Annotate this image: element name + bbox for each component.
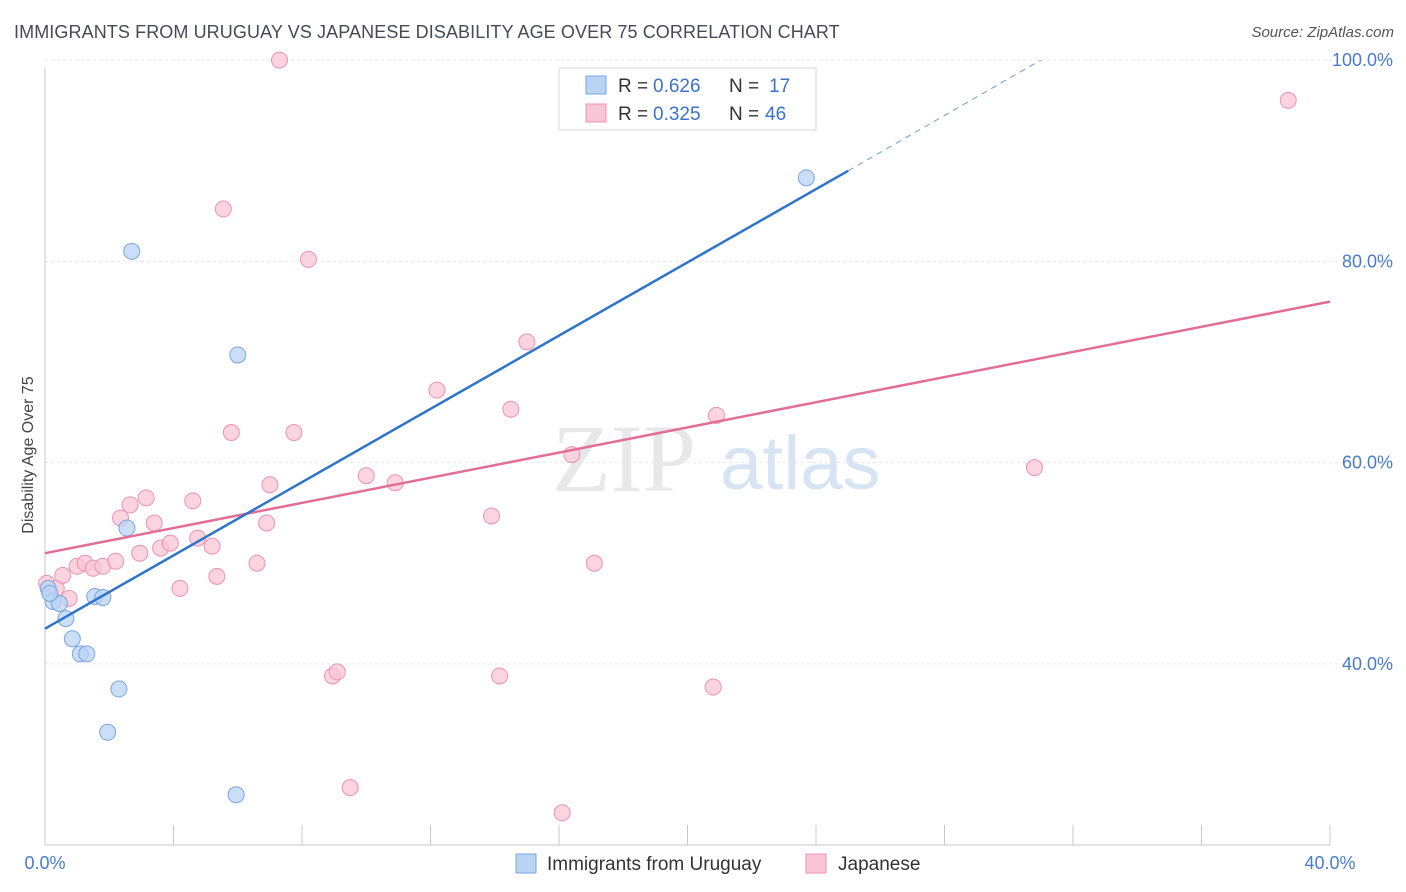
- uruguay-points: [39, 169, 815, 804]
- japanese-point-2: [54, 566, 72, 584]
- japanese-point-30: [328, 663, 346, 681]
- uruguay-point-16: [41, 584, 59, 602]
- y-tick-label-80: 80.0%: [1342, 251, 1393, 271]
- japanese-point-20: [208, 567, 226, 585]
- legend-n-value-2: 46: [765, 104, 786, 125]
- japanese-point-37: [502, 400, 520, 418]
- japanese-point-13: [145, 514, 163, 532]
- japanese-point-35: [483, 507, 501, 525]
- japanese-point-19: [203, 537, 221, 555]
- japanese-point-27: [285, 423, 303, 441]
- japanese-point-38: [518, 333, 536, 351]
- chart-title: IMMIGRANTS FROM URUGUAY VS JAPANESE DISA…: [14, 22, 840, 42]
- legend-r-value-2: 0.325: [653, 104, 701, 125]
- uruguay-trend-extension: [847, 59, 1042, 172]
- uruguay-point-15: [797, 169, 815, 187]
- uruguay-point-9: [99, 723, 117, 741]
- source-label: Source: ZipAtlas.com: [1251, 24, 1394, 41]
- series-legend: Immigrants from Uruguay Japanese: [515, 853, 920, 875]
- japanese-point-12: [137, 489, 155, 507]
- legend-n-value-1: 17: [769, 76, 790, 97]
- uruguay-point-14: [227, 786, 245, 804]
- y-tick-label-100: 100.0%: [1332, 50, 1393, 70]
- legend-r-value-1: 0.626: [653, 76, 701, 97]
- japanese-point-28: [299, 250, 317, 268]
- uruguay-point-4: [63, 630, 81, 648]
- japanese-point-10: [121, 496, 139, 514]
- japanese-point-26: [271, 51, 289, 69]
- japanese-trend-line: [44, 300, 1331, 555]
- legend-r-label-1: R =: [618, 76, 648, 97]
- trend-lines: [44, 59, 1331, 630]
- stats-legend: R = 0.626 N = 17 R = 0.325 N = 46: [558, 67, 817, 131]
- bottom-legend-label-japanese: Japanese: [838, 854, 920, 875]
- japanese-point-8: [107, 552, 125, 570]
- uruguay-point-11: [118, 519, 136, 537]
- bottom-legend-swatch-japanese: [805, 853, 827, 874]
- bottom-legend-label-uruguay: Immigrants from Uruguay: [547, 854, 762, 875]
- japanese-point-44: [1025, 459, 1043, 477]
- y-tick-labels: 40.0% 60.0% 80.0% 100.0%: [1332, 50, 1393, 674]
- japanese-point-23: [248, 554, 266, 572]
- legend-n-label-2: N =: [729, 104, 759, 125]
- japanese-point-11: [131, 544, 149, 562]
- japanese-point-22: [222, 423, 240, 441]
- japanese-point-17: [184, 492, 202, 510]
- uruguay-point-12: [123, 242, 141, 260]
- watermark-atlas: atlas: [720, 421, 881, 506]
- japanese-point-32: [357, 467, 375, 485]
- japanese-point-36: [491, 667, 509, 685]
- japanese-points: [38, 51, 1297, 822]
- y-axis-label: Disability Age Over 75: [20, 376, 37, 534]
- gridlines: [45, 59, 1395, 665]
- x-tick-label-min: 0.0%: [24, 853, 65, 873]
- uruguay-point-10: [110, 680, 128, 698]
- uruguay-point-6: [78, 645, 96, 663]
- japanese-point-45: [1279, 91, 1297, 109]
- japanese-point-41: [585, 554, 603, 572]
- x-ticks: [44, 825, 1331, 845]
- legend-r-label-2: R =: [618, 104, 648, 125]
- japanese-point-21: [214, 200, 232, 218]
- japanese-point-25: [261, 476, 279, 494]
- legend-n-label-1: N =: [729, 76, 759, 97]
- japanese-point-24: [258, 514, 276, 532]
- japanese-point-31: [341, 779, 359, 797]
- japanese-point-43: [707, 406, 725, 424]
- legend-swatch-uruguay: [585, 75, 607, 95]
- y-tick-label-60: 60.0%: [1342, 453, 1393, 473]
- legend-swatch-japanese: [585, 103, 607, 123]
- japanese-point-42: [704, 678, 722, 696]
- uruguay-point-13: [229, 346, 247, 364]
- japanese-point-15: [161, 534, 179, 552]
- japanese-point-16: [171, 579, 189, 597]
- bottom-legend-swatch-uruguay: [515, 853, 537, 874]
- japanese-point-39: [553, 804, 571, 822]
- uruguay-trend-line: [44, 169, 849, 630]
- japanese-point-34: [428, 381, 446, 399]
- y-tick-label-40: 40.0%: [1342, 654, 1393, 674]
- x-tick-label-max: 40.0%: [1304, 853, 1355, 873]
